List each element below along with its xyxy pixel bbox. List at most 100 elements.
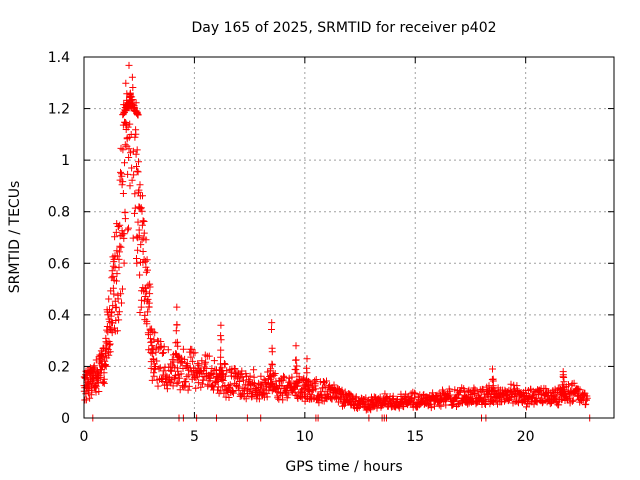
data-point	[381, 399, 388, 407]
data-point	[143, 320, 151, 328]
data-point	[137, 204, 145, 212]
data-point	[137, 241, 145, 249]
data-point	[124, 170, 132, 178]
y-tick-label: 1	[61, 153, 70, 169]
data-point	[176, 386, 184, 394]
data-point	[132, 130, 140, 138]
data-point	[133, 259, 141, 267]
data-point	[280, 372, 287, 380]
data-point	[312, 376, 320, 383]
data-point	[431, 402, 438, 410]
peak-point	[124, 101, 132, 109]
data-point	[139, 192, 146, 200]
data-point	[160, 343, 168, 351]
peak-point	[128, 96, 136, 103]
data-point	[279, 396, 287, 404]
data-point	[145, 331, 152, 339]
data-point	[135, 232, 143, 240]
data-point	[214, 386, 221, 394]
data-point	[143, 256, 151, 264]
data-point	[130, 171, 138, 179]
peak-point	[127, 100, 135, 107]
data-point	[250, 373, 258, 381]
peak-point	[304, 380, 312, 388]
data-point	[288, 373, 296, 381]
data-point	[479, 385, 487, 393]
data-point	[115, 223, 122, 230]
data-point	[117, 243, 125, 251]
data-point	[120, 259, 128, 267]
x-tick-label: 5	[190, 429, 199, 445]
data-point	[187, 353, 195, 361]
x-axis-label: GPS time / hours	[285, 459, 402, 475]
peak-point	[120, 108, 128, 116]
data-point	[106, 340, 114, 348]
data-point	[188, 345, 196, 353]
data-point	[133, 146, 141, 154]
peak-point	[130, 106, 138, 114]
peak-point	[558, 381, 566, 389]
data-point	[146, 290, 154, 298]
peak-point	[134, 110, 142, 118]
data-point	[360, 396, 368, 403]
data-point	[206, 374, 214, 382]
data-point	[131, 190, 139, 198]
peak-point	[487, 387, 495, 395]
data-point	[184, 386, 192, 394]
peak-point	[266, 367, 274, 375]
data-point	[86, 394, 94, 402]
peak-point	[174, 356, 182, 364]
data-point	[238, 367, 246, 375]
peak-point	[216, 370, 224, 378]
data-point	[367, 406, 375, 414]
data-point	[162, 371, 170, 379]
data-point	[128, 176, 136, 184]
data-point	[100, 379, 108, 387]
peak-point	[559, 368, 567, 376]
data-point	[192, 384, 200, 392]
peak-point	[489, 365, 496, 373]
data-point	[583, 394, 591, 402]
peak-point	[217, 360, 224, 368]
data-point	[106, 348, 114, 356]
data-point	[142, 236, 150, 244]
data-point	[131, 204, 139, 212]
data-point	[127, 149, 134, 157]
data-point	[125, 154, 133, 161]
data-point	[473, 387, 481, 395]
axis-ticks: 0 5 10 15 20 0 0.2 0.4 0.6 0.8 1 1.2 1.4	[48, 50, 614, 445]
data-point	[125, 145, 133, 153]
data-point	[156, 344, 164, 352]
data-point	[135, 186, 143, 194]
data-point	[125, 224, 132, 232]
data-point	[112, 303, 120, 311]
data-point	[136, 181, 144, 189]
data-point	[154, 382, 162, 390]
data-point	[323, 377, 330, 385]
data-point	[268, 387, 276, 395]
data-point	[153, 357, 161, 365]
data-point	[114, 295, 122, 303]
data-point	[111, 233, 119, 241]
data-point	[136, 309, 144, 316]
peak-point	[217, 353, 225, 361]
data-point	[137, 303, 145, 311]
data-point	[172, 371, 179, 379]
data-point	[501, 397, 508, 405]
data-point	[198, 357, 206, 365]
data-point	[177, 370, 185, 378]
data-point	[194, 379, 202, 387]
data-point	[95, 388, 103, 395]
data-point	[136, 271, 144, 279]
peak-point	[174, 342, 182, 350]
data-point	[258, 381, 266, 389]
data-point	[126, 120, 134, 128]
peak-point	[561, 388, 569, 396]
data-point	[366, 405, 374, 413]
data-point	[275, 395, 283, 403]
data-point	[133, 163, 140, 170]
data-point	[160, 367, 168, 375]
data-points	[80, 61, 594, 422]
data-point	[174, 378, 182, 386]
data-point	[312, 385, 320, 393]
